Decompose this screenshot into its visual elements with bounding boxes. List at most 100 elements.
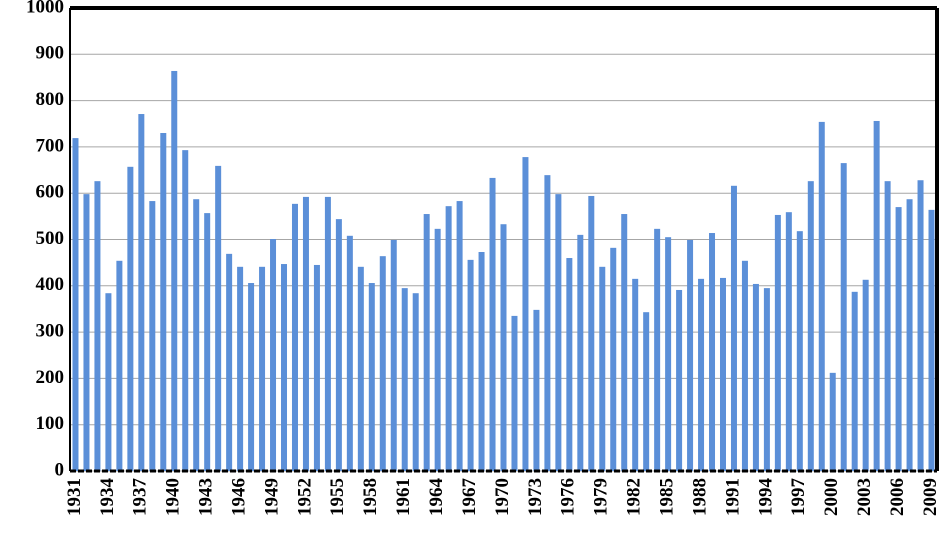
- bar: [127, 166, 134, 471]
- bar: [412, 293, 419, 471]
- bar: [840, 163, 847, 472]
- bar: [500, 224, 507, 471]
- y-tick-label: 600: [36, 182, 65, 203]
- x-tick-label: 1985: [656, 478, 677, 516]
- bar: [270, 239, 277, 471]
- x-tick-label: 1964: [426, 478, 447, 517]
- y-tick-label: 500: [36, 228, 65, 249]
- y-tick-label: 100: [36, 413, 65, 434]
- bar: [643, 312, 650, 471]
- bar: [511, 315, 518, 471]
- bar: [423, 214, 430, 471]
- bar: [193, 199, 200, 471]
- x-tick-label: 1997: [788, 478, 809, 517]
- bar: [204, 213, 211, 471]
- bar: [281, 264, 288, 471]
- bar: [698, 278, 705, 471]
- bar: [182, 150, 189, 472]
- bar: [248, 283, 255, 471]
- bar: [401, 288, 408, 471]
- bar: [763, 288, 770, 471]
- bar: [676, 289, 683, 471]
- bar: [555, 194, 562, 471]
- y-tick-label: 0: [55, 459, 65, 480]
- bar: [610, 247, 617, 471]
- bar: [72, 138, 79, 471]
- bar: [654, 228, 661, 471]
- bar: [709, 233, 716, 471]
- bar: [390, 239, 397, 471]
- bar: [522, 157, 529, 471]
- bar: [928, 209, 935, 472]
- x-tick-label: 2006: [887, 478, 908, 516]
- x-tick-label: 1958: [360, 478, 381, 516]
- bar: [237, 266, 244, 471]
- bar: [851, 291, 858, 471]
- bar: [324, 196, 331, 472]
- bar: [533, 309, 540, 471]
- bar: [226, 253, 233, 471]
- y-tick-label: 1000: [26, 0, 64, 17]
- bar: [741, 260, 748, 471]
- x-tick-label: 1952: [294, 478, 315, 516]
- bar: [687, 239, 694, 471]
- bar: [774, 214, 781, 471]
- bar: [785, 212, 792, 472]
- x-tick-label: 1934: [97, 478, 118, 517]
- bar: [445, 206, 452, 471]
- x-tick-label: 1937: [130, 478, 151, 517]
- x-tick-label: 1940: [163, 478, 184, 516]
- bar: [632, 278, 639, 471]
- bar: [456, 201, 463, 472]
- x-tick-label: 1946: [228, 478, 249, 516]
- bar: [467, 259, 474, 471]
- bar: [807, 181, 814, 472]
- y-tick-label: 400: [36, 274, 65, 295]
- bar: [862, 279, 869, 471]
- bar: [796, 231, 803, 471]
- x-tick-label: 1967: [459, 478, 480, 517]
- bar: [160, 133, 167, 471]
- bar: [357, 266, 364, 471]
- bar: [577, 234, 584, 471]
- y-tick-label: 800: [36, 89, 65, 110]
- bar: [368, 283, 375, 471]
- bar: [599, 266, 606, 471]
- x-tick-label: 1973: [525, 478, 546, 516]
- x-tick-label: 1970: [492, 478, 513, 516]
- bar: [105, 293, 112, 471]
- bar: [215, 165, 222, 471]
- bar: [116, 260, 123, 471]
- bar: [818, 121, 825, 471]
- bar: [752, 283, 759, 471]
- y-tick-label: 900: [36, 43, 65, 64]
- bar: [621, 214, 628, 471]
- bar: [379, 256, 386, 471]
- x-tick-label: 1955: [327, 478, 348, 516]
- bar: [478, 252, 485, 471]
- bar: [302, 196, 309, 472]
- bar: [94, 181, 101, 472]
- bar: [906, 199, 913, 471]
- x-tick-label: 1991: [722, 478, 743, 516]
- x-tick-label: 2000: [821, 478, 842, 516]
- x-tick-label: 1949: [261, 478, 282, 516]
- bar: [346, 235, 353, 471]
- bar: [291, 203, 298, 471]
- bar: [544, 175, 551, 471]
- x-tick-label: 1988: [689, 478, 710, 516]
- x-tick-label: 1976: [558, 478, 579, 516]
- y-tick-label: 200: [36, 367, 65, 388]
- bar: [566, 258, 573, 471]
- x-tick-label: 2003: [854, 478, 875, 516]
- bar: [730, 185, 737, 472]
- x-tick-label: 1979: [591, 478, 612, 516]
- bar: [83, 194, 90, 471]
- bar: [171, 70, 178, 471]
- y-tick-label: 700: [36, 135, 65, 156]
- x-tick-label: 1994: [755, 478, 776, 517]
- bar: [665, 237, 672, 471]
- bar: [884, 181, 891, 472]
